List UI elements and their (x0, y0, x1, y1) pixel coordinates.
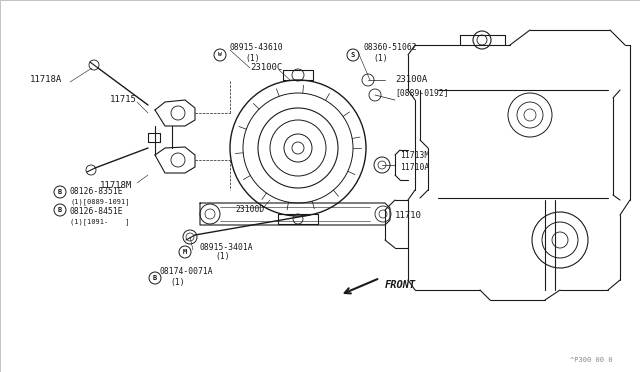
Text: 11715: 11715 (110, 96, 137, 105)
Text: B: B (58, 189, 62, 195)
Text: 23100D: 23100D (235, 205, 264, 215)
Text: 23100C: 23100C (250, 64, 282, 73)
Text: ^P300 00 0: ^P300 00 0 (570, 357, 612, 363)
Text: 08174-0071A: 08174-0071A (160, 267, 214, 276)
Text: 11710A: 11710A (400, 163, 429, 171)
Text: B: B (58, 207, 62, 213)
Text: 11713M: 11713M (400, 151, 429, 160)
Text: 23100A: 23100A (395, 76, 428, 84)
Text: FRONT: FRONT (385, 280, 416, 290)
Text: (1): (1) (245, 54, 260, 62)
Text: 08915-3401A: 08915-3401A (200, 243, 253, 251)
Text: B: B (153, 275, 157, 281)
Text: [0889-0192]: [0889-0192] (395, 89, 449, 97)
Text: 11710: 11710 (395, 211, 422, 219)
Text: 08915-43610: 08915-43610 (230, 42, 284, 51)
Text: S: S (351, 52, 355, 58)
Text: (1)[0889-1091]: (1)[0889-1091] (70, 199, 129, 205)
Text: (1): (1) (215, 253, 230, 262)
Text: M: M (183, 249, 187, 255)
Text: (1): (1) (373, 54, 388, 62)
Text: 11718A: 11718A (30, 76, 62, 84)
Text: (1): (1) (170, 278, 184, 286)
Text: 08126-8451E: 08126-8451E (70, 208, 124, 217)
Text: 11718M: 11718M (100, 180, 132, 189)
Text: 08360-51062: 08360-51062 (363, 42, 417, 51)
Text: 08126-8351E: 08126-8351E (70, 187, 124, 196)
Text: (1)[1091-    ]: (1)[1091- ] (70, 219, 129, 225)
Text: W: W (218, 52, 222, 58)
